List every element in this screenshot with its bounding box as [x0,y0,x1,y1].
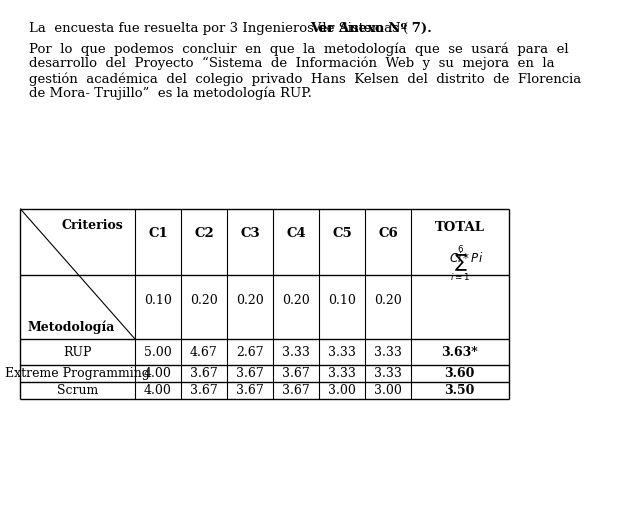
Text: 3.50: 3.50 [445,384,475,397]
Text: Criterios: Criterios [62,219,123,232]
Text: La  encuesta fue resuelta por 3 Ingenieros de Sistemas (: La encuesta fue resuelta por 3 Ingeniero… [29,22,408,35]
Text: 3.00: 3.00 [374,384,402,397]
Text: de Mora- Trujillo”  es la metodología RUP.: de Mora- Trujillo” es la metodología RUP… [29,87,312,101]
Text: C2: C2 [194,227,214,240]
Text: 3.33: 3.33 [374,367,402,380]
Text: C3: C3 [240,227,260,240]
Text: 3.63*: 3.63* [441,346,478,358]
Text: Ver Anexo Nº 7).: Ver Anexo Nº 7). [310,22,433,35]
Text: 5.00: 5.00 [144,346,172,358]
Text: 4.00: 4.00 [144,367,172,380]
Text: 0.10: 0.10 [328,295,356,307]
Text: 3.67: 3.67 [236,384,264,397]
Text: 0.20: 0.20 [374,295,402,307]
Text: Scrum: Scrum [57,384,98,397]
Text: 3.67: 3.67 [282,367,310,380]
Text: 0.10: 0.10 [144,295,172,307]
Text: 2.67: 2.67 [236,346,263,358]
Text: $Ci * Pi$: $Ci * Pi$ [449,251,484,265]
Text: 3.60: 3.60 [445,367,475,380]
Text: TOTAL: TOTAL [435,221,485,234]
Text: $\sum_{i=1}^{6}$: $\sum_{i=1}^{6}$ [450,244,470,285]
Text: 4.67: 4.67 [190,346,218,358]
Text: 4.00: 4.00 [144,384,172,397]
Text: 3.67: 3.67 [236,367,264,380]
Text: 3.67: 3.67 [190,384,218,397]
Text: Metodología: Metodología [27,320,115,334]
Text: C4: C4 [286,227,306,240]
Text: 3.00: 3.00 [328,384,356,397]
Text: RUP: RUP [64,346,92,358]
Text: 0.20: 0.20 [190,295,218,307]
Text: 0.20: 0.20 [236,295,264,307]
Text: 3.67: 3.67 [190,367,218,380]
Text: desarrollo  del  Proyecto  “Sistema  de  Información  Web  y  su  mejora  en  la: desarrollo del Proyecto “Sistema de Info… [29,57,555,71]
Text: C1: C1 [148,227,168,240]
Text: 3.33: 3.33 [328,346,356,358]
Text: 3.33: 3.33 [328,367,356,380]
Text: Por  lo  que  podemos  concluir  en  que  la  metodología  que  se  usará  para : Por lo que podemos concluir en que la me… [29,42,568,55]
Text: C5: C5 [332,227,352,240]
Text: 0.20: 0.20 [282,295,310,307]
Text: Extreme Programming: Extreme Programming [6,367,150,380]
Text: 3.33: 3.33 [282,346,310,358]
Text: 3.67: 3.67 [282,384,310,397]
Text: 3.33: 3.33 [374,346,402,358]
Text: C6: C6 [378,227,398,240]
Text: gestión  académica  del  colegio  privado  Hans  Kelsen  del  distrito  de  Flor: gestión académica del colegio privado Ha… [29,72,581,85]
